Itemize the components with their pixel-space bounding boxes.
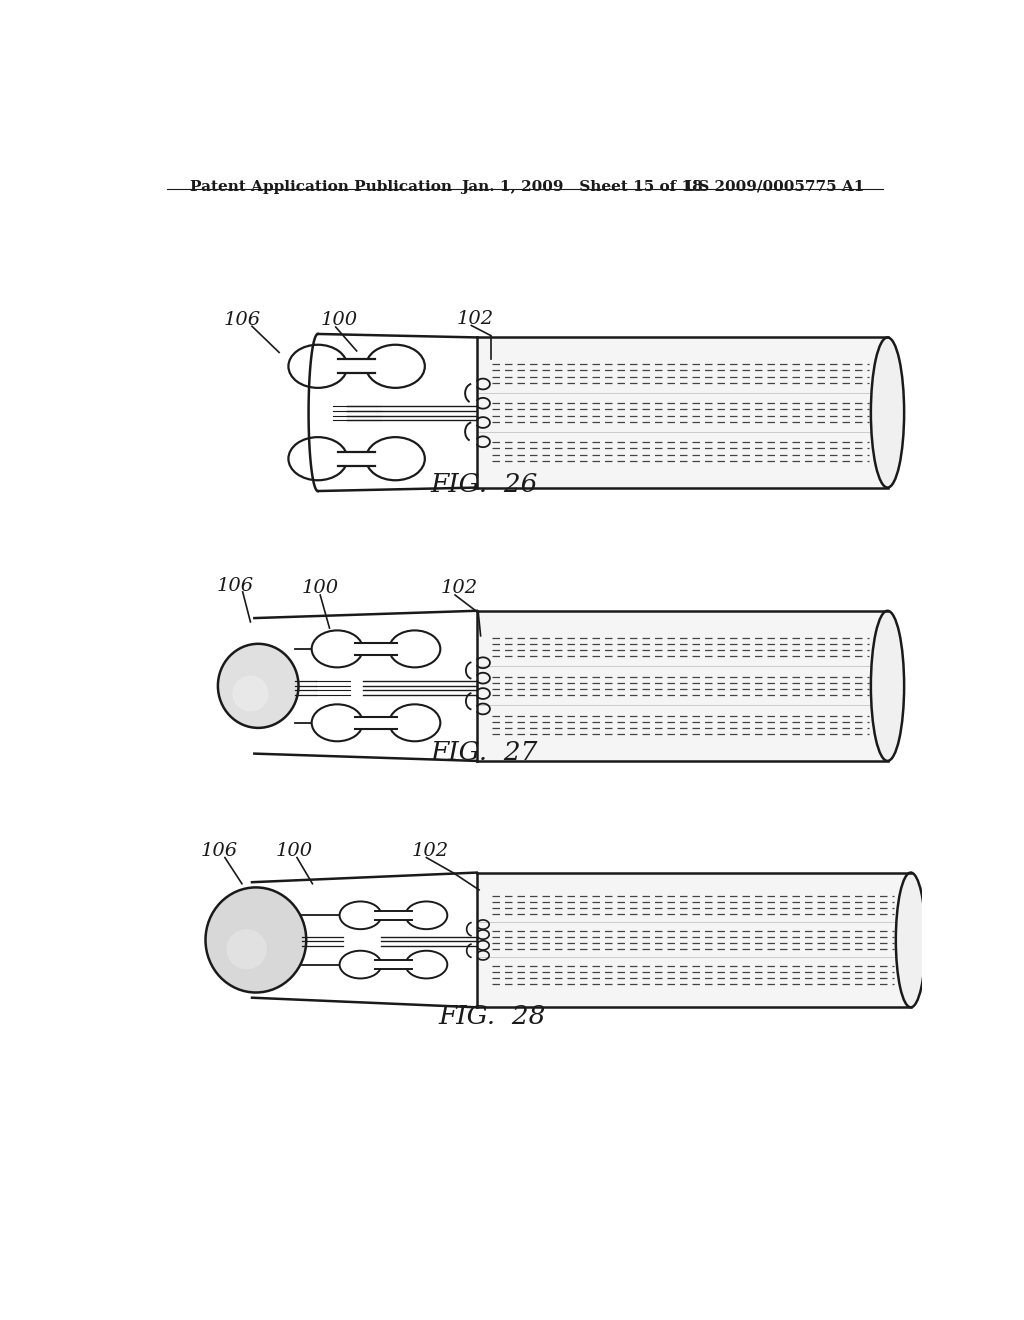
Ellipse shape: [206, 887, 306, 993]
Ellipse shape: [870, 611, 904, 760]
Ellipse shape: [406, 950, 447, 978]
Text: 100: 100: [276, 842, 313, 861]
Ellipse shape: [289, 345, 347, 388]
Text: 102: 102: [412, 842, 449, 861]
Bar: [339, 359, 375, 374]
Text: Patent Application Publication: Patent Application Publication: [190, 180, 452, 194]
Text: FIG.  27: FIG. 27: [431, 741, 539, 766]
Ellipse shape: [896, 873, 926, 1007]
Ellipse shape: [366, 437, 425, 480]
Bar: [870, 338, 889, 487]
Bar: [477, 873, 910, 1007]
Text: 102: 102: [441, 579, 478, 597]
Text: US 2009/0005775 A1: US 2009/0005775 A1: [685, 180, 864, 194]
Ellipse shape: [870, 338, 904, 487]
Text: 102: 102: [457, 310, 494, 327]
Text: 106: 106: [201, 842, 238, 861]
Bar: [375, 911, 412, 920]
Text: Jan. 1, 2009   Sheet 15 of 18: Jan. 1, 2009 Sheet 15 of 18: [461, 180, 703, 194]
Ellipse shape: [366, 345, 425, 388]
Text: 106: 106: [224, 312, 261, 329]
Bar: [355, 717, 397, 729]
Text: FIG.  26: FIG. 26: [431, 471, 539, 496]
Ellipse shape: [389, 631, 440, 668]
Text: 106: 106: [216, 577, 254, 595]
Bar: [339, 451, 375, 466]
Ellipse shape: [340, 902, 381, 929]
Text: FIG.  28: FIG. 28: [438, 1005, 546, 1030]
Ellipse shape: [226, 929, 266, 969]
Ellipse shape: [311, 705, 362, 742]
Ellipse shape: [218, 644, 299, 727]
Bar: [896, 873, 912, 1007]
Bar: [375, 960, 412, 969]
Bar: [870, 611, 889, 760]
Bar: [355, 643, 397, 655]
Bar: [477, 611, 888, 760]
Ellipse shape: [311, 631, 362, 668]
Text: 100: 100: [302, 579, 339, 597]
Ellipse shape: [406, 902, 447, 929]
Ellipse shape: [289, 437, 347, 480]
Ellipse shape: [340, 950, 381, 978]
Text: 100: 100: [321, 312, 357, 329]
Ellipse shape: [389, 705, 440, 742]
Ellipse shape: [232, 676, 268, 711]
Bar: [477, 338, 888, 487]
